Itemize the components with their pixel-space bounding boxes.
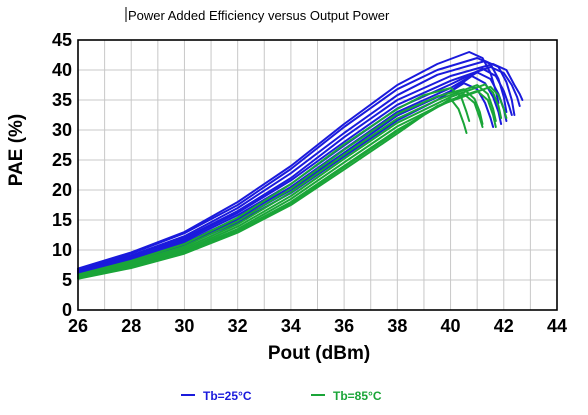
series-line <box>77 83 503 278</box>
x-tick-label: 28 <box>121 316 141 336</box>
y-tick-label: 25 <box>52 150 72 170</box>
y-tick-label: 45 <box>52 30 72 50</box>
series-line <box>77 88 484 277</box>
y-tick-label: 10 <box>52 240 72 260</box>
x-tick-label: 34 <box>281 316 301 336</box>
x-tick-label: 44 <box>547 316 567 336</box>
x-tick-label: 38 <box>387 316 407 336</box>
y-tick-label: 15 <box>52 210 72 230</box>
series-line <box>77 90 497 279</box>
y-tick-label: 5 <box>62 270 72 290</box>
x-tick-label: 36 <box>334 316 354 336</box>
plot-frame <box>77 39 558 311</box>
series-line <box>77 63 524 272</box>
x-tick-label: 32 <box>228 316 248 336</box>
series-line <box>77 84 497 278</box>
x-tick-label: 42 <box>494 316 514 336</box>
legend-label: Tb=85°C <box>333 389 382 403</box>
series-line <box>77 85 508 280</box>
y-tick-label: 40 <box>52 60 72 80</box>
x-axis-label: Pout (dBm) <box>268 343 370 364</box>
series-line <box>77 66 521 273</box>
y-tick-label: 20 <box>52 180 72 200</box>
x-tick-label: 26 <box>68 316 88 336</box>
y-tick-label: 0 <box>62 300 72 320</box>
y-tick-labels: 0 5 10 15 20 25 30 35 40 45 <box>52 30 72 320</box>
legend: Tb=25°C Tb=85°C <box>181 389 382 403</box>
series-line <box>77 87 471 276</box>
legend-label: Tb=25°C <box>203 389 252 403</box>
x-tick-label: 30 <box>174 316 194 336</box>
y-axis-label: PAE (%) <box>6 114 27 186</box>
plot-series <box>77 51 524 280</box>
chart-title: Power Added Efficiency versus Output Pow… <box>128 8 390 23</box>
x-tick-label: 40 <box>441 316 461 336</box>
x-tick-labels: 26 28 30 32 34 36 38 40 42 44 <box>68 316 567 336</box>
series-line <box>77 82 495 276</box>
series-line <box>77 60 516 272</box>
y-tick-label: 30 <box>52 120 72 140</box>
y-tick-label: 35 <box>52 90 72 110</box>
